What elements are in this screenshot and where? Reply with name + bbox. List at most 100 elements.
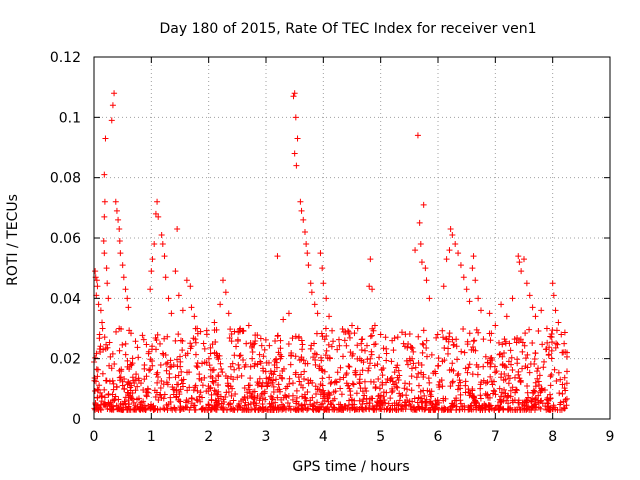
scatter-point [501,350,508,357]
scatter-point [248,343,255,350]
scatter-point [139,332,146,339]
scatter-point [117,374,124,381]
scatter-point [245,406,252,413]
scatter-point [347,392,354,399]
scatter-point [432,400,439,407]
scatter-point [345,382,352,389]
scatter-point [99,370,106,377]
scatter-point [207,350,214,357]
scatter-point [506,340,513,347]
scatter-point [423,344,430,351]
scatter-point [301,228,308,235]
scatter-point [501,393,508,400]
scatter-point [516,259,523,266]
scatter-point [371,341,378,348]
scatter-point [487,355,494,362]
scatter-point [470,338,477,345]
scatter-point [548,371,555,378]
scatter-point [97,307,104,314]
scatter-point [531,406,538,413]
scatter-point [199,360,206,367]
scatter-point [423,277,430,284]
x-tick-label: 7 [491,429,500,445]
scatter-point [462,365,469,372]
scatter-point [235,361,242,368]
scatter-point [94,394,101,401]
scatter-point [349,405,356,412]
scatter-point [307,280,314,287]
scatter-point [286,375,293,382]
scatter-point [292,114,299,121]
scatter-point [135,395,142,402]
scatter-point [215,356,222,363]
scatter-point [113,402,120,409]
scatter-point [149,362,156,369]
scatter-point [543,325,550,332]
scatter-point [165,295,172,302]
scatter-point [275,349,282,356]
scatter-point [541,358,548,365]
scatter-point [110,380,117,387]
scatter-point [155,213,162,220]
scatter-point [395,401,402,408]
scatter-point [279,401,286,408]
scatter-point [285,393,292,400]
scatter-point [224,380,231,387]
scatter-point [388,358,395,365]
scatter-point [372,383,379,390]
scatter-point [169,383,176,390]
scatter-point [402,380,409,387]
scatter-point [401,385,408,392]
scatter-point [158,231,165,238]
scatter-point [454,372,461,379]
scatter-point [370,406,377,413]
scatter-point [201,345,208,352]
scatter-point [245,386,252,393]
scatter-point [289,380,296,387]
scatter-point [283,394,290,401]
scatter-point [310,354,317,361]
scatter-point [375,392,382,399]
scatter-point [160,351,167,358]
scatter-point [135,354,142,361]
scatter-point [345,401,352,408]
scatter-point [349,322,355,329]
scatter-point [307,377,314,384]
scatter-point [237,325,244,332]
y-tick-label: 0 [72,412,81,428]
scatter-point [263,375,270,382]
scatter-point [358,340,365,347]
scatter-point [391,369,398,376]
scatter-point [157,384,164,391]
scatter-point [419,349,426,356]
scatter-point [92,354,99,361]
scatter-point [261,390,268,397]
scatter-point [272,399,279,406]
y-axis-ticks: 0 0.02 0.04 0.06 0.08 0.1 0.12 [50,50,610,428]
scatter-point [418,395,425,402]
scatter-point [92,400,99,407]
scatter-point [198,376,205,383]
scatter-point [529,340,536,347]
scatter-point [475,329,482,336]
scatter-point [109,406,116,413]
scatter-point [217,301,224,308]
scatter-point [532,313,539,320]
scatter-point [363,342,370,349]
scatter-point [295,333,302,340]
scatter-point [462,382,469,389]
scatter-point [406,355,413,362]
scatter-point [317,250,324,257]
scatter-point [304,250,311,257]
scatter-point [383,357,390,364]
scatter-point [125,378,132,385]
scatter-point [401,401,408,408]
scatter-point [535,365,542,372]
scatter-point [466,392,473,399]
scatter-point [200,340,207,347]
scatter-point [187,283,194,290]
scatter-point [328,343,335,350]
scatter-point [254,382,261,389]
scatter-point [119,400,126,407]
scatter-point [193,362,200,369]
